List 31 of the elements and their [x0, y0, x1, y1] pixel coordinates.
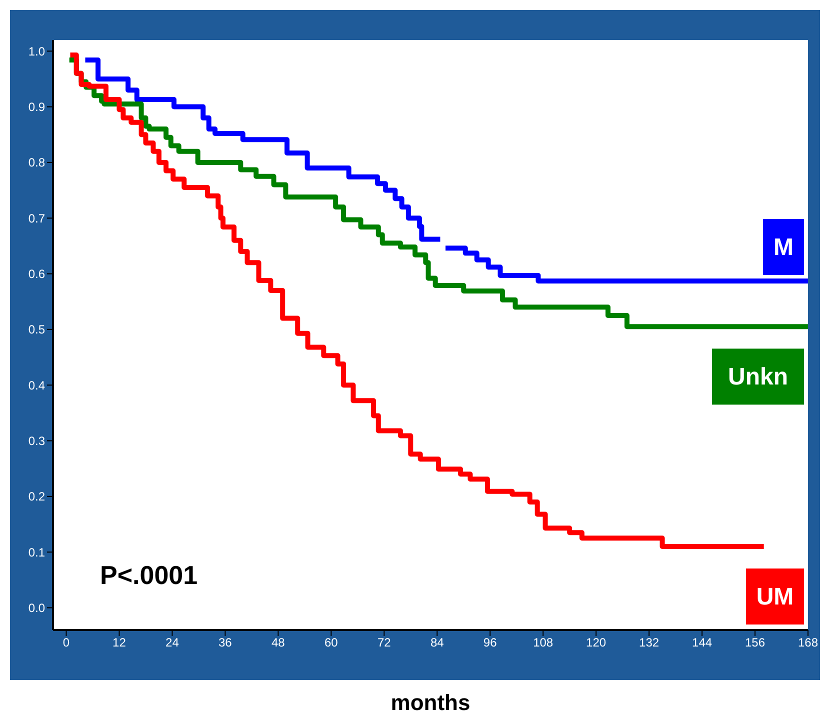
x-tick-label: 36 — [218, 636, 232, 650]
x-tick-label: 60 — [324, 636, 338, 650]
y-tick-label: 0.1 — [28, 545, 46, 560]
series-label: M — [774, 234, 794, 262]
y-tick-label: 0.6 — [28, 267, 46, 282]
series-label: UM — [756, 584, 794, 611]
x-tick-label: 96 — [483, 636, 498, 650]
annotation: P<.0001 — [100, 560, 198, 591]
x-tick-label: 48 — [271, 636, 286, 650]
x-tick-label: 12 — [112, 636, 126, 650]
y-tick-label: 0.3 — [28, 434, 46, 448]
y-tick-label: 0.9 — [28, 100, 46, 114]
x-tick-label: 144 — [692, 636, 712, 650]
series-label: Unkn — [728, 364, 788, 391]
x-tick-label: 84 — [430, 636, 444, 650]
x-axis-title: months — [390, 690, 472, 716]
y-tick-label: 0.8 — [28, 156, 46, 170]
x-tick-label: 0 — [62, 636, 70, 650]
x-tick-label: 120 — [586, 636, 606, 650]
x-tick-label: 72 — [377, 636, 392, 650]
y-tick-label: 0.0 — [28, 600, 46, 615]
x-tick-label: 108 — [533, 636, 554, 650]
x-tick-label: 156 — [745, 636, 766, 650]
y-tick-label: 1.0 — [28, 44, 46, 58]
x-tick-label: 24 — [166, 636, 180, 650]
y-tick-label: 0.2 — [28, 490, 46, 504]
y-tick-label: 0.7 — [28, 211, 46, 226]
x-tick-label: 132 — [639, 636, 660, 650]
x-tick-label: 168 — [798, 636, 818, 650]
y-tick-label: 0.4 — [28, 378, 46, 392]
y-tick-label: 0.5 — [28, 322, 46, 337]
